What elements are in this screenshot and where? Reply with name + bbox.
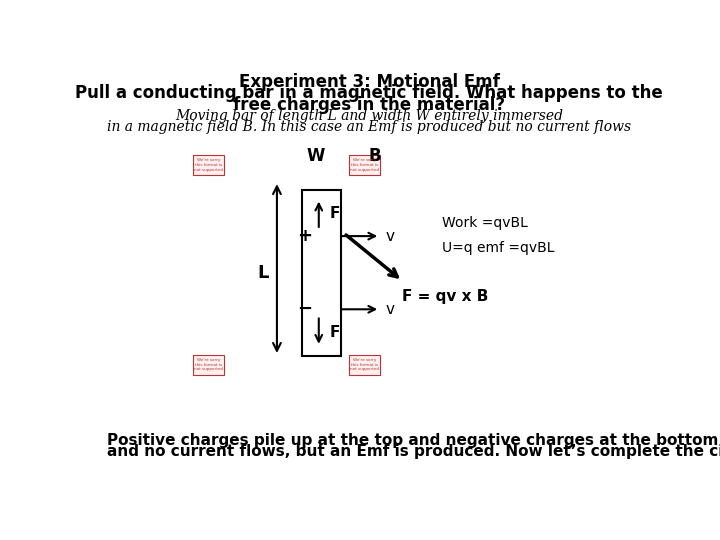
- Text: Positive charges pile up at the top and negative charges at the bottom: Positive charges pile up at the top and …: [107, 433, 718, 448]
- Text: F: F: [330, 325, 341, 340]
- Text: Experiment 3: Motional Emf: Experiment 3: Motional Emf: [238, 73, 500, 91]
- Text: +: +: [297, 227, 312, 245]
- Text: B: B: [368, 146, 381, 165]
- Text: L: L: [257, 264, 269, 282]
- Text: F = qv x B: F = qv x B: [402, 289, 489, 305]
- Bar: [193, 355, 224, 375]
- Text: Work =qvBL: Work =qvBL: [441, 216, 528, 230]
- Text: v: v: [386, 228, 395, 244]
- Text: Moving bar of length L and width W entirely immersed: Moving bar of length L and width W entir…: [175, 109, 563, 123]
- Text: in a magnetic field B. In this case an Emf is produced but no current flows: in a magnetic field B. In this case an E…: [107, 120, 631, 134]
- Text: U=q emf =qvBL: U=q emf =qvBL: [441, 241, 554, 255]
- Text: −: −: [297, 300, 312, 318]
- Text: We're sorry
this format is
not supported: We're sorry this format is not supported: [194, 158, 223, 172]
- Text: and no current flows, but an Emf is produced. Now let’s complete the circuit.: and no current flows, but an Emf is prod…: [107, 444, 720, 459]
- Text: We're sorry
this format is
not supported: We're sorry this format is not supported: [351, 158, 379, 172]
- Text: W: W: [307, 146, 325, 165]
- Bar: [302, 190, 341, 356]
- Bar: [349, 355, 380, 375]
- Bar: [193, 155, 224, 175]
- Text: free charges in the material?: free charges in the material?: [233, 97, 505, 114]
- Text: F: F: [330, 206, 341, 221]
- Text: We're sorry
this format is
not supported: We're sorry this format is not supported: [351, 358, 379, 371]
- Bar: [349, 155, 380, 175]
- Text: v: v: [386, 302, 395, 317]
- Text: Pull a conducting bar in a magnetic field. What happens to the: Pull a conducting bar in a magnetic fiel…: [75, 84, 663, 103]
- Text: We're sorry
this format is
not supported: We're sorry this format is not supported: [194, 358, 223, 371]
